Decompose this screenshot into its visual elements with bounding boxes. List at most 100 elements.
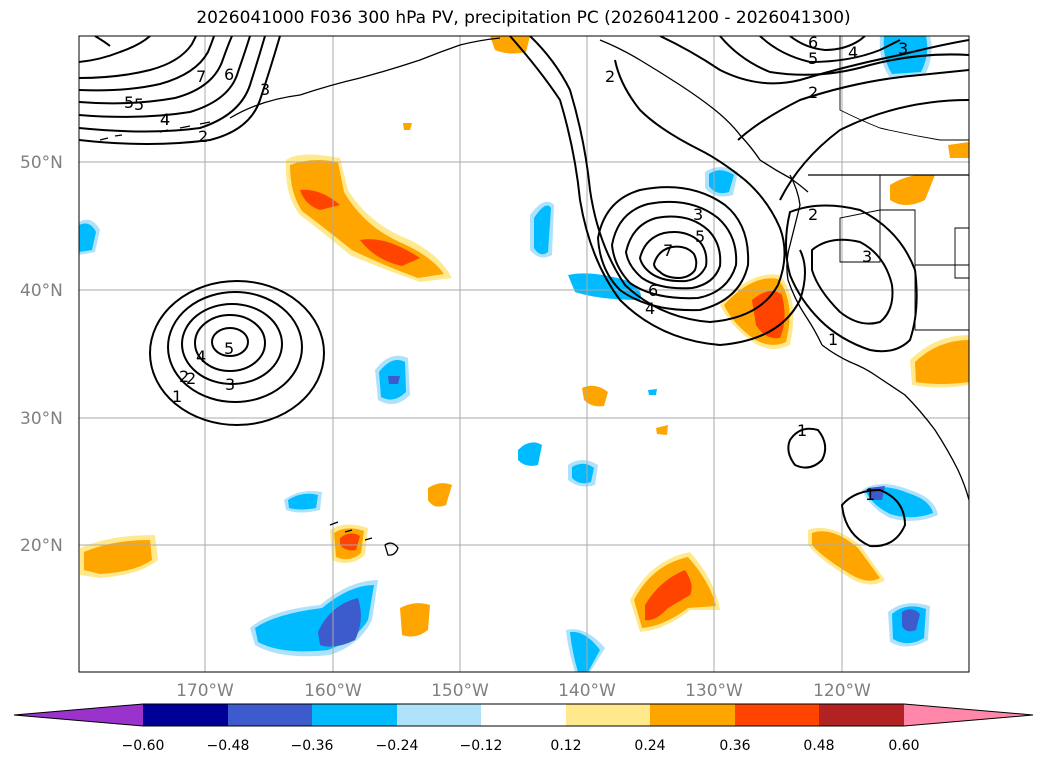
- negative-precip-area: [883, 36, 928, 74]
- positive-precip-area: [948, 142, 969, 158]
- gridlines: [79, 36, 969, 672]
- alaska-coastline: [229, 37, 501, 119]
- pv-contour: [652, 245, 698, 280]
- negative-precip-area: [648, 389, 657, 395]
- pv-contour: [811, 238, 894, 325]
- positive-precip-area: [84, 540, 152, 574]
- strong-negative-precip-area: [902, 609, 920, 632]
- lon-label-120w: 120°W: [813, 681, 871, 701]
- contour-label: 4: [848, 43, 858, 62]
- pv-contour: [181, 303, 283, 385]
- pv-contour: [638, 231, 708, 283]
- pv-contour: [79, 36, 151, 63]
- pv-contour: [596, 186, 750, 312]
- contour-label: 3: [898, 39, 908, 58]
- colorbar-tick-label: 0.48: [803, 738, 834, 754]
- pv-contour: [759, 36, 901, 64]
- canada-border: [839, 36, 969, 141]
- colorbar-segment: [14, 704, 143, 726]
- negative-precip-area: [518, 442, 542, 466]
- pv-contour: [737, 69, 969, 141]
- pv-contour: [79, 36, 215, 92]
- contour-label: 5: [695, 227, 705, 246]
- positive-precip-area: [403, 123, 412, 130]
- colorbar-segment: [312, 704, 397, 726]
- contour-label: 3: [225, 375, 235, 394]
- contour-label: 7: [663, 241, 673, 260]
- contour-label: 5: [124, 93, 134, 112]
- strong-negative-precip-area: [318, 598, 361, 647]
- positive-precip-area: [812, 531, 880, 581]
- map-background: [79, 36, 969, 672]
- colorbar-tick-label: −0.48: [207, 738, 250, 754]
- contour-label: 6: [648, 281, 658, 300]
- pv-contour: [509, 36, 806, 347]
- colorbar-tick-label: −0.12: [460, 738, 503, 754]
- pv-contour: [779, 99, 969, 201]
- lat-label-20n: 20°N: [20, 536, 63, 556]
- lon-label-130w: 130°W: [685, 681, 743, 701]
- colorbar-segment: [397, 704, 481, 726]
- contour-label: 6: [808, 33, 818, 52]
- pv-contour: [79, 36, 233, 105]
- colorbar-segment: [481, 704, 566, 726]
- pv-contour: [789, 36, 866, 52]
- lon-label-160w: 160°W: [304, 681, 362, 701]
- colorbar-tick-label: 0.60: [888, 738, 919, 754]
- positive-precip-area: [428, 483, 452, 507]
- positive-precip-area: [890, 174, 935, 205]
- lat-label-50n: 50°N: [20, 153, 63, 173]
- longitude-labels: 170°W 160°W 150°W 140°W 130°W 120°W: [176, 681, 871, 701]
- contour-labels: 7 6 5 4 3 2 5 4 2 7 5 3 6 4 2 6 5 4 3 2 …: [124, 33, 908, 504]
- colorbar-segment: [650, 704, 735, 726]
- colorbar-segment: [819, 704, 904, 726]
- latitude-labels: 50°N 40°N 30°N 20°N: [20, 153, 63, 556]
- contour-label: 2: [808, 205, 818, 224]
- positive-precip-area: [290, 160, 444, 278]
- pv-contour: [211, 327, 249, 357]
- strong-precip-area: [360, 239, 420, 266]
- colorbar-tick-label: −0.36: [291, 738, 334, 754]
- negative-precip-area: [534, 205, 551, 255]
- pv-contour: [79, 36, 266, 133]
- lon-label-150w: 150°W: [431, 681, 489, 701]
- lon-label-170w: 170°W: [176, 681, 234, 701]
- strong-negative-precip-area: [388, 376, 400, 384]
- coastlines: [99, 36, 969, 556]
- contour-label: 2: [808, 83, 818, 102]
- contour-label: 2: [198, 127, 208, 146]
- colorbar-tick-label: −0.24: [376, 738, 419, 754]
- pv-contour: [79, 36, 281, 145]
- contour-label: 3: [693, 205, 703, 224]
- alaska-panhandle: [599, 39, 809, 193]
- colorbar-segment: [735, 704, 819, 726]
- contour-label: 1: [865, 485, 875, 504]
- state-borders: [839, 175, 969, 331]
- pv-contour: [94, 36, 111, 47]
- contour-label: 5: [224, 339, 234, 358]
- contour-label: 1: [828, 330, 838, 349]
- colorbar: −0.60 −0.48 −0.36 −0.24 −0.12 0.12 0.24 …: [13, 703, 1034, 754]
- colorbar-tick-label: 0.36: [719, 738, 750, 754]
- precipitation-fills: [79, 36, 969, 672]
- colorbar-outline: [13, 703, 1034, 727]
- contour-label: 4: [160, 110, 170, 129]
- positive-precip-area: [582, 385, 608, 407]
- pv-contour: [79, 36, 197, 79]
- pv-contour: [785, 204, 918, 353]
- pv-contour: [79, 36, 251, 118]
- pv-contour: [840, 488, 907, 548]
- contour-label: 4: [160, 110, 170, 129]
- negative-precip-area: [572, 463, 594, 484]
- pv-contour: [787, 427, 827, 469]
- contour-label: 7: [196, 67, 206, 86]
- lon-label-140w: 140°W: [558, 681, 616, 701]
- negative-precip-area: [288, 493, 318, 510]
- strong-precip-area: [340, 533, 360, 551]
- colorbar-segment: [228, 704, 312, 726]
- contour-label: 6: [224, 65, 234, 84]
- map-frame: [78, 35, 970, 673]
- contour-label: 3: [260, 80, 270, 99]
- contour-label: 1: [172, 387, 182, 406]
- contour-label: 3: [862, 247, 872, 266]
